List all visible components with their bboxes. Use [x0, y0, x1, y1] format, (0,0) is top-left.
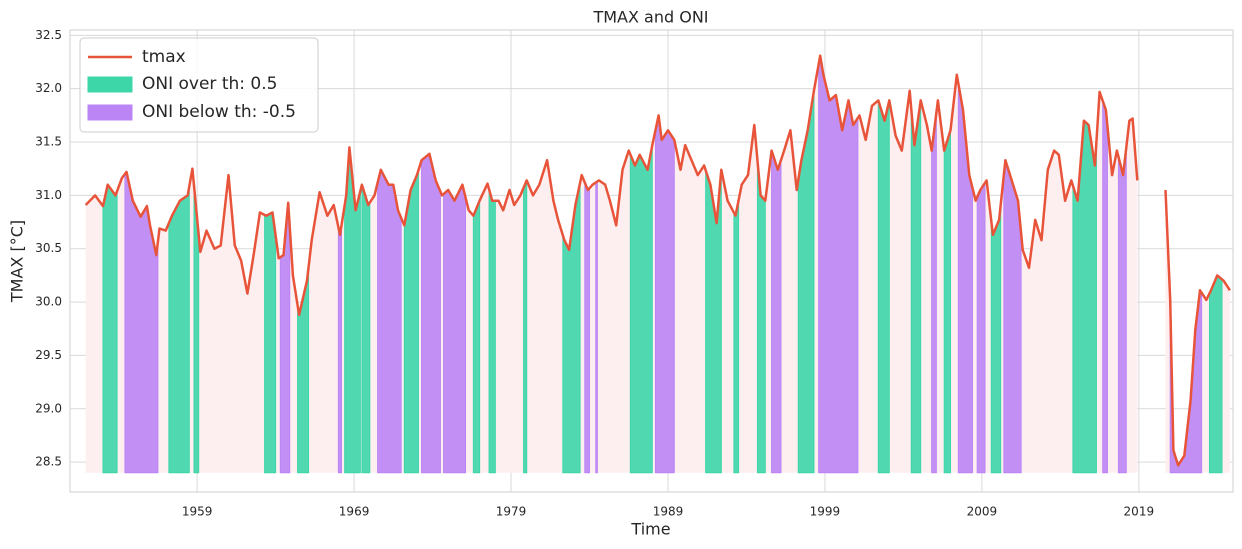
oni-band [629, 145, 653, 474]
oni-band [976, 181, 986, 474]
x-tick-label: 1979 [496, 505, 527, 519]
legend: tmax ONI over th: 0.5 ONI below th: -0.5 [79, 37, 319, 133]
x-tick-label: 2019 [1124, 505, 1155, 519]
oni-band [756, 160, 766, 474]
oni-band [1208, 274, 1223, 474]
oni-band [990, 204, 1002, 474]
x-tick-label: 1969 [339, 505, 370, 519]
oni-band [931, 112, 937, 474]
y-tick-label: 32.0 [35, 81, 62, 95]
oni-band [705, 169, 722, 474]
oni-band [910, 100, 922, 474]
oni-band [877, 100, 890, 474]
oni-band [1117, 147, 1127, 474]
oni-band [361, 184, 371, 474]
legend-swatch [87, 104, 133, 121]
chart-title: TMAX and ONI [592, 8, 708, 27]
oni-band [584, 182, 591, 474]
x-tick-label: 2009 [967, 505, 998, 519]
x-tick-label: 1989 [653, 505, 684, 519]
oni-band [337, 224, 343, 474]
oni-band [488, 189, 496, 474]
oni-band [733, 200, 740, 474]
legend-label: ONI below th: -0.5 [142, 102, 296, 122]
y-tick-label: 29.0 [35, 401, 62, 415]
y-axis-label: TMAX [°C] [8, 220, 27, 303]
oni-band [595, 180, 598, 474]
oni-band [264, 211, 277, 474]
y-tick-label: 28.5 [35, 455, 62, 469]
oni-band [102, 183, 118, 474]
x-axis-label: Time [630, 520, 670, 539]
oni-band [168, 186, 190, 474]
oni-band [943, 130, 951, 474]
line [1164, 189, 1231, 467]
x-tick-label: 1999 [810, 505, 841, 519]
legend-label: tmax [142, 47, 186, 67]
y-tick-label: 30.0 [35, 295, 62, 309]
y-tick-label: 32.5 [35, 28, 62, 42]
oni-band [443, 183, 467, 474]
x-tick-label: 1959 [182, 505, 213, 519]
oni-band [654, 115, 675, 474]
legend-label: ONI over th: 0.5 [142, 74, 277, 94]
oni-band [421, 152, 441, 474]
oni-band [472, 200, 481, 474]
legend-swatch [87, 76, 133, 93]
y-tick-label: 31.5 [35, 135, 62, 149]
legend-box [79, 37, 319, 133]
oni-band [523, 180, 528, 474]
y-tick-label: 30.5 [35, 241, 62, 255]
y-tick-label: 31.0 [35, 188, 62, 202]
line [84, 54, 1139, 317]
oni-band [377, 168, 402, 474]
oni-band [1102, 100, 1108, 474]
y-tick-label: 29.5 [35, 348, 62, 362]
oni-band [771, 150, 782, 474]
